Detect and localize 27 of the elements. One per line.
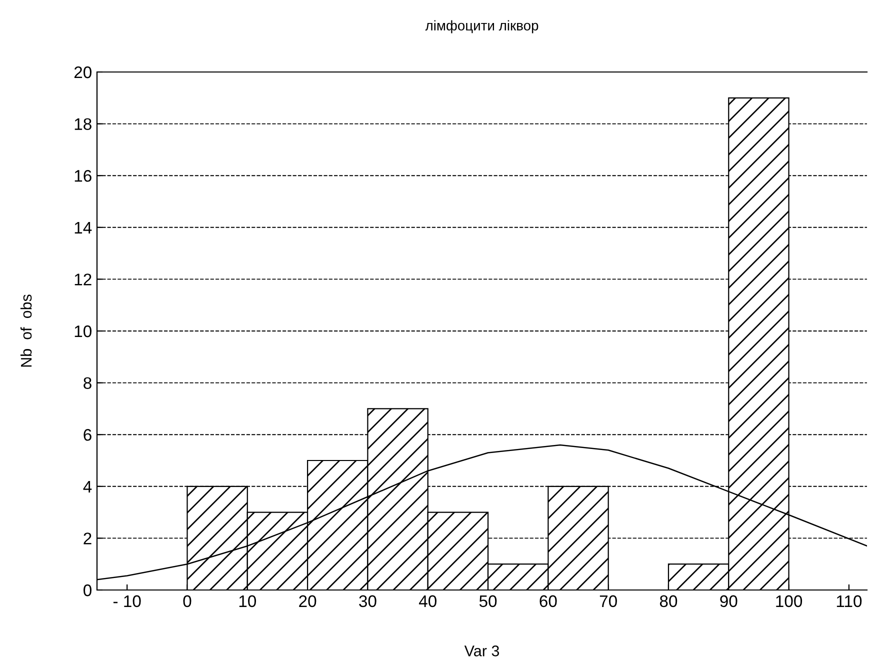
x-tick-label: - 10 [113,595,141,608]
x-tick-label: 110 [836,595,862,608]
x-tick-label: 30 [359,595,376,608]
y-tick-label: 20 [74,66,92,78]
x-tick-label: 0 [183,595,192,608]
y-tick-label: 8 [84,377,92,390]
y-tick-label: 10 [74,325,92,338]
x-tick-label: 70 [600,595,617,608]
x-tick-label: 100 [776,595,802,608]
x-tick-label: 10 [239,595,256,608]
y-tick-label: 4 [83,480,92,492]
x-tick-label: 20 [299,595,316,608]
x-tick-label: 80 [660,595,678,608]
chart-title: лімфоцити ліквор [425,20,538,34]
x-axis-title: Var 3 [464,646,500,656]
y-tick-label: 6 [84,429,92,441]
y-tick-label: 0 [84,584,92,596]
y-tick-label: 16 [74,170,92,182]
y-tick-label: 2 [84,532,92,544]
x-tick-label: 90 [720,595,738,608]
y-tick-label: 14 [74,222,92,234]
x-tick-label: 50 [479,595,497,608]
y-axis-title: Nb of obs [20,294,32,367]
x-tick-label: 60 [540,595,557,608]
x-tick-label: 40 [418,595,436,608]
y-tick-label: 12 [74,274,92,286]
y-tick-label: 18 [74,118,92,130]
